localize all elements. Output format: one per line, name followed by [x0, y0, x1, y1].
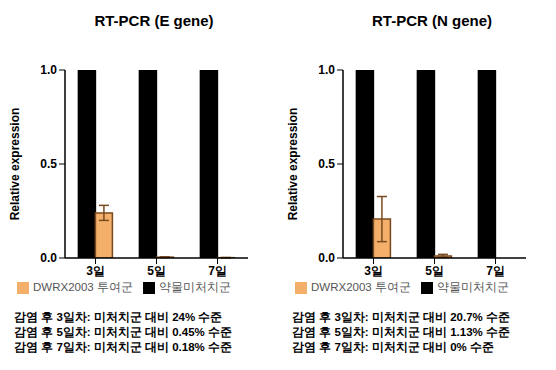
svg-text:3일: 3일 [364, 264, 383, 278]
html-text:감염 후 7일차: 미처치군 대비 0.18% 수준: 감염 후 7일차: 미처치군 대비 0.18% 수준 [14, 341, 232, 353]
svg-text:0.0: 0.0 [40, 251, 57, 265]
html-text:감염 후 5일차: 미처치군 대비 0.45% 수준: 감염 후 5일차: 미처치군 대비 0.45% 수준 [14, 326, 232, 338]
svg-text:3일: 3일 [86, 264, 105, 278]
html-text:약물미처치군: 약물미처치군 [159, 281, 231, 293]
svg-text:5일: 5일 [425, 264, 444, 278]
svg-text:7일: 7일 [486, 264, 505, 278]
html-text:감염 후 3일차: 미처치군 대비 20.7% 수준: 감염 후 3일차: 미처치군 대비 20.7% 수준 [292, 311, 510, 323]
html-text:DWRX2003 투여군: DWRX2003 투여군 [311, 281, 411, 293]
svg-text:1.0: 1.0 [40, 63, 57, 77]
svg-text:0.0: 0.0 [318, 251, 335, 265]
html-text:DWRX2003 투여군: DWRX2003 투여군 [33, 281, 133, 293]
html-text:감염 후 3일차: 미처치군 대비 24% 수준: 감염 후 3일차: 미처치군 대비 24% 수준 [14, 311, 223, 323]
html-text:RT-PCR (N gene): RT-PCR (N gene) [372, 12, 492, 29]
html-text:약물미처치군: 약물미처치군 [437, 281, 509, 293]
html-text:감염 후 7일차: 미처치군 대비 0% 수준: 감염 후 7일차: 미처치군 대비 0% 수준 [292, 341, 494, 353]
svg-text:Relative expression: Relative expression [8, 108, 22, 221]
svg-text:Relative expression: Relative expression [286, 108, 300, 221]
svg-text:0.5: 0.5 [318, 157, 335, 171]
svg-text:1.0: 1.0 [318, 63, 335, 77]
svg-text:7일: 7일 [208, 264, 227, 278]
html-text:RT-PCR (E gene): RT-PCR (E gene) [94, 12, 214, 29]
svg-text:5일: 5일 [147, 264, 166, 278]
svg-text:0.5: 0.5 [40, 157, 57, 171]
html-text:감염 후 5일차: 미처치군 대비 1.13% 수준: 감염 후 5일차: 미처치군 대비 1.13% 수준 [292, 326, 510, 338]
